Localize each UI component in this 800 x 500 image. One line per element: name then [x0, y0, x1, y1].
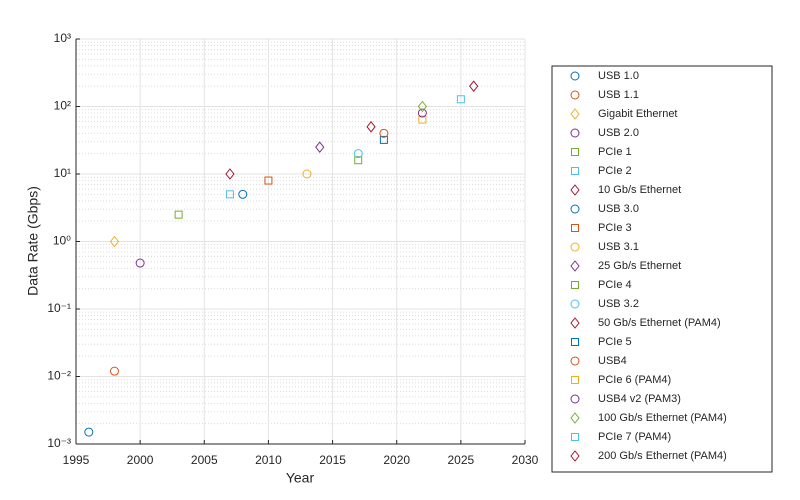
legend-marker — [570, 412, 580, 424]
legend-marker — [570, 128, 580, 138]
marker — [109, 235, 120, 248]
x-tick-label: 2020 — [383, 453, 410, 467]
marker — [238, 189, 248, 199]
legend-label: PCIe 7 (PAM4) — [598, 431, 671, 443]
legend-label: PCIe 5 — [598, 336, 632, 348]
marker — [225, 168, 235, 180]
marker — [417, 100, 428, 113]
legend-label: USB4 — [598, 355, 627, 367]
legend-marker — [570, 90, 580, 100]
legend-marker — [571, 148, 579, 156]
x-tick-label: 2030 — [512, 453, 539, 467]
legend-marker — [570, 260, 580, 272]
legend-marker — [571, 376, 579, 384]
x-axis-label: Year — [286, 470, 315, 486]
legend-marker — [571, 433, 579, 441]
x-tick-label: 2000 — [127, 453, 154, 467]
legend-label: USB 3.2 — [598, 298, 639, 310]
legend-marker — [570, 242, 580, 252]
legend-label: 100 Gb/s Ethernet (PAM4) — [598, 412, 727, 424]
marker — [264, 176, 273, 185]
legend-label: USB 3.1 — [598, 241, 639, 253]
legend-marker — [570, 356, 580, 366]
legend-label: USB 1.1 — [598, 89, 639, 101]
legend-marker — [570, 108, 580, 120]
legend-marker — [571, 281, 579, 289]
legend-marker — [570, 204, 580, 214]
legend-marker — [571, 167, 579, 175]
marker — [109, 366, 119, 376]
marker — [135, 258, 145, 268]
marker — [315, 141, 325, 153]
legend-label: PCIe 4 — [598, 279, 632, 291]
y-tick-label: 10⁻¹ — [47, 301, 71, 315]
marker — [174, 210, 183, 219]
legend-marker — [570, 71, 580, 81]
legend-label: 10 Gb/s Ethernet — [598, 184, 681, 196]
legend-label: PCIe 2 — [598, 165, 632, 177]
legend-label: PCIe 6 (PAM4) — [598, 374, 671, 386]
legend-marker — [571, 338, 579, 346]
x-tick-label: 2025 — [448, 453, 475, 467]
legend-marker — [570, 299, 580, 309]
marker — [469, 80, 479, 92]
legend-marker — [570, 184, 580, 196]
legend-label: USB 2.0 — [598, 127, 639, 139]
y-tick-label: 10³ — [54, 31, 71, 45]
legend-marker — [570, 394, 580, 404]
y-tick-label: 10⁻³ — [47, 436, 71, 450]
legend-label: Gigabit Ethernet — [598, 108, 678, 120]
legend-label: USB 3.0 — [598, 203, 639, 215]
marker — [379, 135, 388, 144]
legend-marker — [570, 450, 580, 462]
marker — [456, 95, 465, 104]
marker — [354, 156, 363, 165]
y-tick-label: 10¹ — [54, 166, 71, 180]
y-tick-label: 10⁻² — [47, 369, 71, 383]
x-tick-label: 2005 — [191, 453, 218, 467]
x-tick-label: 2015 — [319, 453, 346, 467]
legend-marker — [571, 224, 579, 232]
legend-label: 25 Gb/s Ethernet — [598, 260, 681, 272]
legend-label: USB 1.0 — [598, 70, 639, 82]
y-tick-label: 10⁰ — [53, 234, 71, 248]
marker — [353, 149, 363, 159]
y-tick-label: 10² — [54, 99, 71, 113]
legend-label: PCIe 1 — [598, 146, 632, 158]
legend-label: 50 Gb/s Ethernet (PAM4) — [598, 317, 721, 329]
legend-label: USB4 v2 (PAM3) — [598, 393, 681, 405]
legend-label: 200 Gb/s Ethernet (PAM4) — [598, 450, 727, 462]
marker — [417, 108, 427, 118]
y-axis-label: Data Rate (Gbps) — [25, 186, 41, 296]
x-tick-label: 2010 — [255, 453, 282, 467]
marker — [225, 190, 234, 199]
marker — [366, 121, 376, 133]
legend-label: PCIe 3 — [598, 222, 632, 234]
marker — [302, 169, 312, 179]
legend-box — [551, 65, 773, 473]
marker — [84, 427, 94, 437]
marker — [418, 115, 427, 124]
legend-marker — [570, 317, 580, 329]
x-tick-label: 1995 — [63, 453, 90, 467]
marker — [379, 128, 389, 138]
